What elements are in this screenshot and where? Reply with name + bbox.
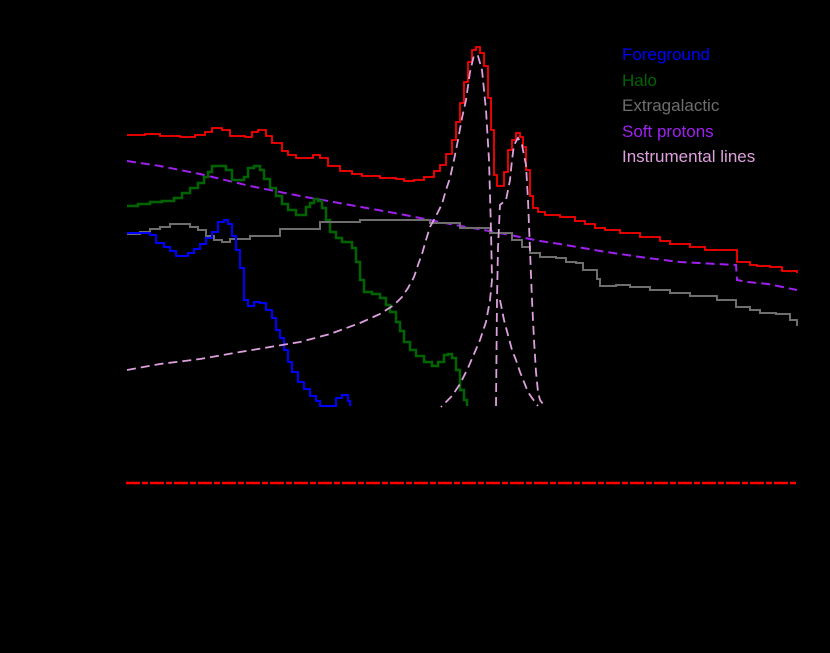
series-total-model [127, 46, 798, 273]
legend-item-instrumental-lines: Instrumental lines [622, 147, 756, 166]
series-layer [126, 46, 798, 485]
series-foreground [127, 219, 351, 407]
series-extragalactic [127, 219, 798, 326]
legend: Foreground Halo Extragalactic Soft proto… [622, 42, 755, 170]
series-instrumental-lines-line-2 [495, 136, 546, 407]
series-halo [127, 164, 469, 406]
series-instrumental-lines [126, 53, 493, 408]
series-soft-protons [126, 160, 798, 291]
series-instrumental-lines-line-2-tail [499, 299, 539, 407]
legend-item-halo: Halo [622, 70, 657, 90]
legend-item-extragalactic: Extragalactic [622, 96, 720, 115]
legend-item-foreground: Foreground [622, 45, 710, 64]
legend-item-soft-protons: Soft protons [622, 121, 714, 141]
